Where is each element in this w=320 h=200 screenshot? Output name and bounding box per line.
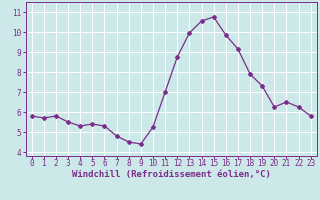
X-axis label: Windchill (Refroidissement éolien,°C): Windchill (Refroidissement éolien,°C) (72, 170, 271, 179)
